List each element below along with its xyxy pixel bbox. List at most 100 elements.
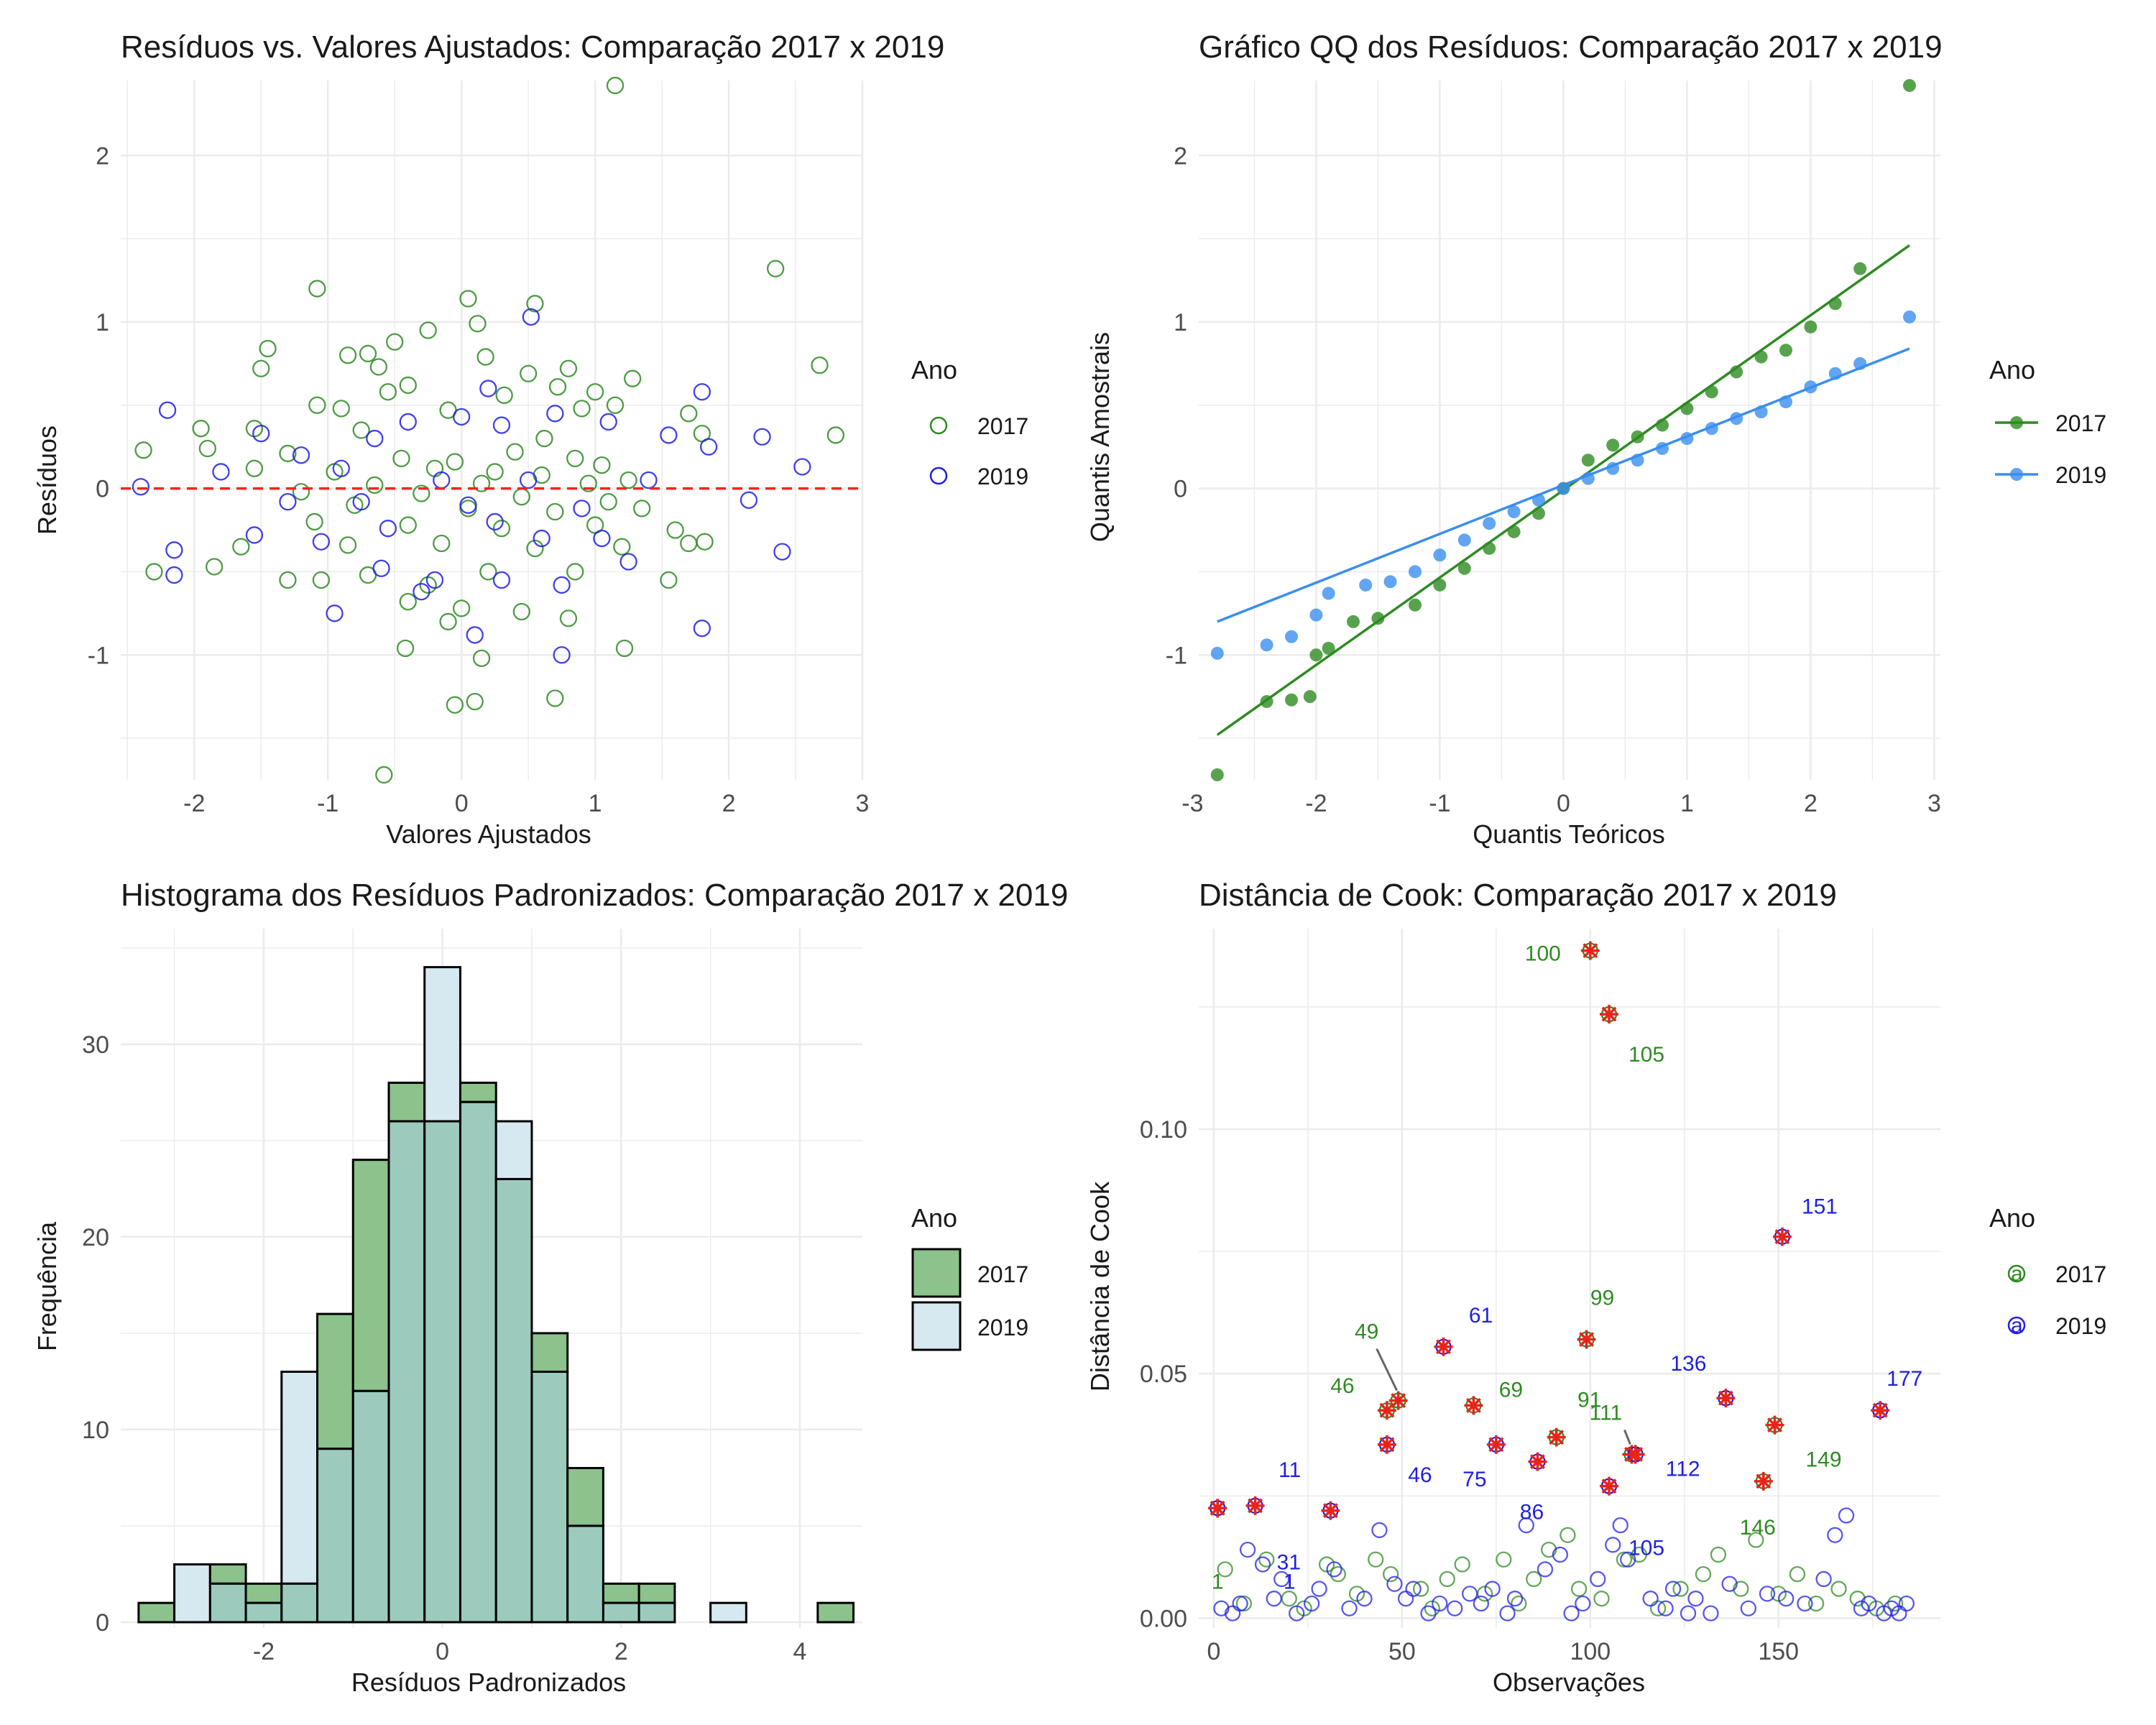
qq-point-2019: [1322, 586, 1335, 600]
data-point-2017: [279, 444, 297, 463]
cook-point-2017: [1330, 1566, 1346, 1583]
y-tick-label: 0.00: [1140, 1605, 1187, 1632]
cook-point-2019: [1815, 1570, 1832, 1588]
y-tick-label: 0: [96, 1609, 109, 1637]
qq-point-2019: [1705, 422, 1718, 436]
data-point-2017: [413, 484, 430, 502]
qq-point-2019: [1656, 441, 1669, 455]
cook-point-2019: [1537, 1561, 1554, 1578]
star-stroke: [1628, 1447, 1644, 1462]
influential-point-label: 1: [1284, 1570, 1296, 1593]
qq-point-2019: [1631, 454, 1644, 467]
data-point-2017: [619, 471, 637, 489]
data-point-2017: [399, 376, 417, 395]
cook-point-2017: [1830, 1581, 1847, 1597]
data-point-2017: [486, 463, 504, 481]
data-point-2017: [419, 321, 437, 339]
data-point-2019: [693, 620, 711, 638]
qq-point-2017: [1260, 695, 1273, 709]
cook-point-2017: [1886, 1595, 1904, 1612]
qq-point-2017: [1754, 350, 1768, 364]
data-point-2017: [366, 476, 384, 494]
data-point-2019: [640, 471, 658, 489]
data-point-2019: [486, 512, 504, 531]
histogram-bar-overlap: [351, 1389, 390, 1624]
qq-point-2019: [1828, 367, 1842, 380]
qq-point-2017: [1507, 525, 1521, 538]
cook-point-2017: [1807, 1595, 1825, 1612]
qq-point-2019: [1507, 505, 1521, 519]
x-tick-label: -1: [1429, 790, 1450, 817]
influential-star-marker: [1464, 1396, 1483, 1415]
panel-title: Histograma dos Resíduos Padronizados: Co…: [121, 878, 1068, 913]
panel-histogram: Histograma dos Resíduos Padronizados: Co…: [32, 878, 1068, 1697]
qq-point-2017: [1828, 297, 1842, 310]
x-tick-label: 2: [1804, 790, 1818, 817]
data-point-2017: [512, 602, 530, 621]
qq-point-2017: [1804, 320, 1818, 334]
cook-point-2019: [1657, 1600, 1674, 1616]
qq-point-2017: [1347, 615, 1360, 628]
star-stroke: [1488, 1437, 1504, 1453]
data-point-2017: [308, 396, 326, 414]
cook-point-2019: [1232, 1595, 1248, 1612]
data-point-2017: [826, 426, 844, 444]
cook-point-2019: [1447, 1600, 1463, 1616]
legend-key-2019: [2010, 468, 2023, 481]
data-point-2017: [472, 474, 491, 492]
data-point-2019: [479, 380, 497, 397]
qq-point-2019: [1285, 630, 1298, 643]
influential-star-marker: [1321, 1501, 1340, 1520]
cook-point-2019: [1405, 1581, 1422, 1597]
cook-point-2019: [1827, 1527, 1843, 1543]
cook-point-2017: [1496, 1551, 1512, 1568]
star-stroke: [1210, 1500, 1225, 1516]
data-point-2019: [773, 543, 791, 561]
cook-point-2019: [1473, 1595, 1490, 1612]
influential-point-label: 100: [1525, 942, 1561, 966]
cook-point-2017: [1526, 1570, 1542, 1588]
data-point-2017: [469, 315, 487, 333]
data-point-2019: [379, 520, 397, 538]
cook-point-2019: [1432, 1595, 1448, 1612]
data-point-2019: [573, 500, 591, 518]
cook-point-2019: [1326, 1561, 1342, 1578]
data-point-2017: [446, 453, 464, 471]
influential-point-label: 86: [1520, 1501, 1544, 1524]
influential-point-label: 99: [1590, 1287, 1614, 1310]
cook-point-2019: [1311, 1581, 1327, 1597]
data-point-2017: [192, 420, 210, 438]
data-point-2017: [559, 610, 578, 627]
data-point-2017: [292, 483, 310, 501]
influential-star-marker: [1765, 1415, 1784, 1435]
data-point-2017: [593, 456, 611, 474]
cook-point-2019: [1356, 1591, 1373, 1607]
data-point-2017: [305, 512, 323, 531]
qq-point-2017: [1903, 78, 1916, 92]
panel-title: Distância de Cook: Comparação 2017 x 201…: [1199, 878, 1837, 913]
qq-point-2017: [1371, 612, 1385, 625]
data-point-2017: [599, 492, 617, 511]
y-tick-label: 30: [82, 1031, 109, 1059]
qq-point-2019: [1779, 395, 1792, 409]
data-point-2017: [660, 571, 678, 589]
qq-point-2017: [1631, 430, 1644, 443]
x-tick-label: -2: [253, 1638, 275, 1665]
x-tick-label: 2: [722, 790, 736, 817]
panel-cooks-distance: Distância de Cook: Comparação 2017 x 201…: [1085, 878, 2106, 1697]
x-axis-label: Quantis Teóricos: [1473, 819, 1664, 849]
cook-point-2017: [1616, 1551, 1633, 1568]
cook-point-2019: [1266, 1591, 1282, 1607]
legend-key-2017: [911, 1248, 962, 1298]
data-point-2017: [579, 474, 597, 492]
cook-point-2019: [1499, 1605, 1516, 1622]
qq-point-2017: [1779, 344, 1792, 357]
panel-residuals-vs-fitted: Resíduos vs. Valores Ajustados: Comparaç…: [32, 29, 1028, 849]
data-point-2017: [573, 400, 591, 418]
data-point-2017: [206, 558, 224, 576]
data-point-2019: [553, 646, 571, 664]
data-point-2019: [459, 496, 477, 514]
y-axis-label: Quantis Amostrais: [1085, 332, 1115, 542]
qq-point-2017: [1303, 690, 1317, 704]
histogram-bar-overlap: [280, 1582, 319, 1624]
